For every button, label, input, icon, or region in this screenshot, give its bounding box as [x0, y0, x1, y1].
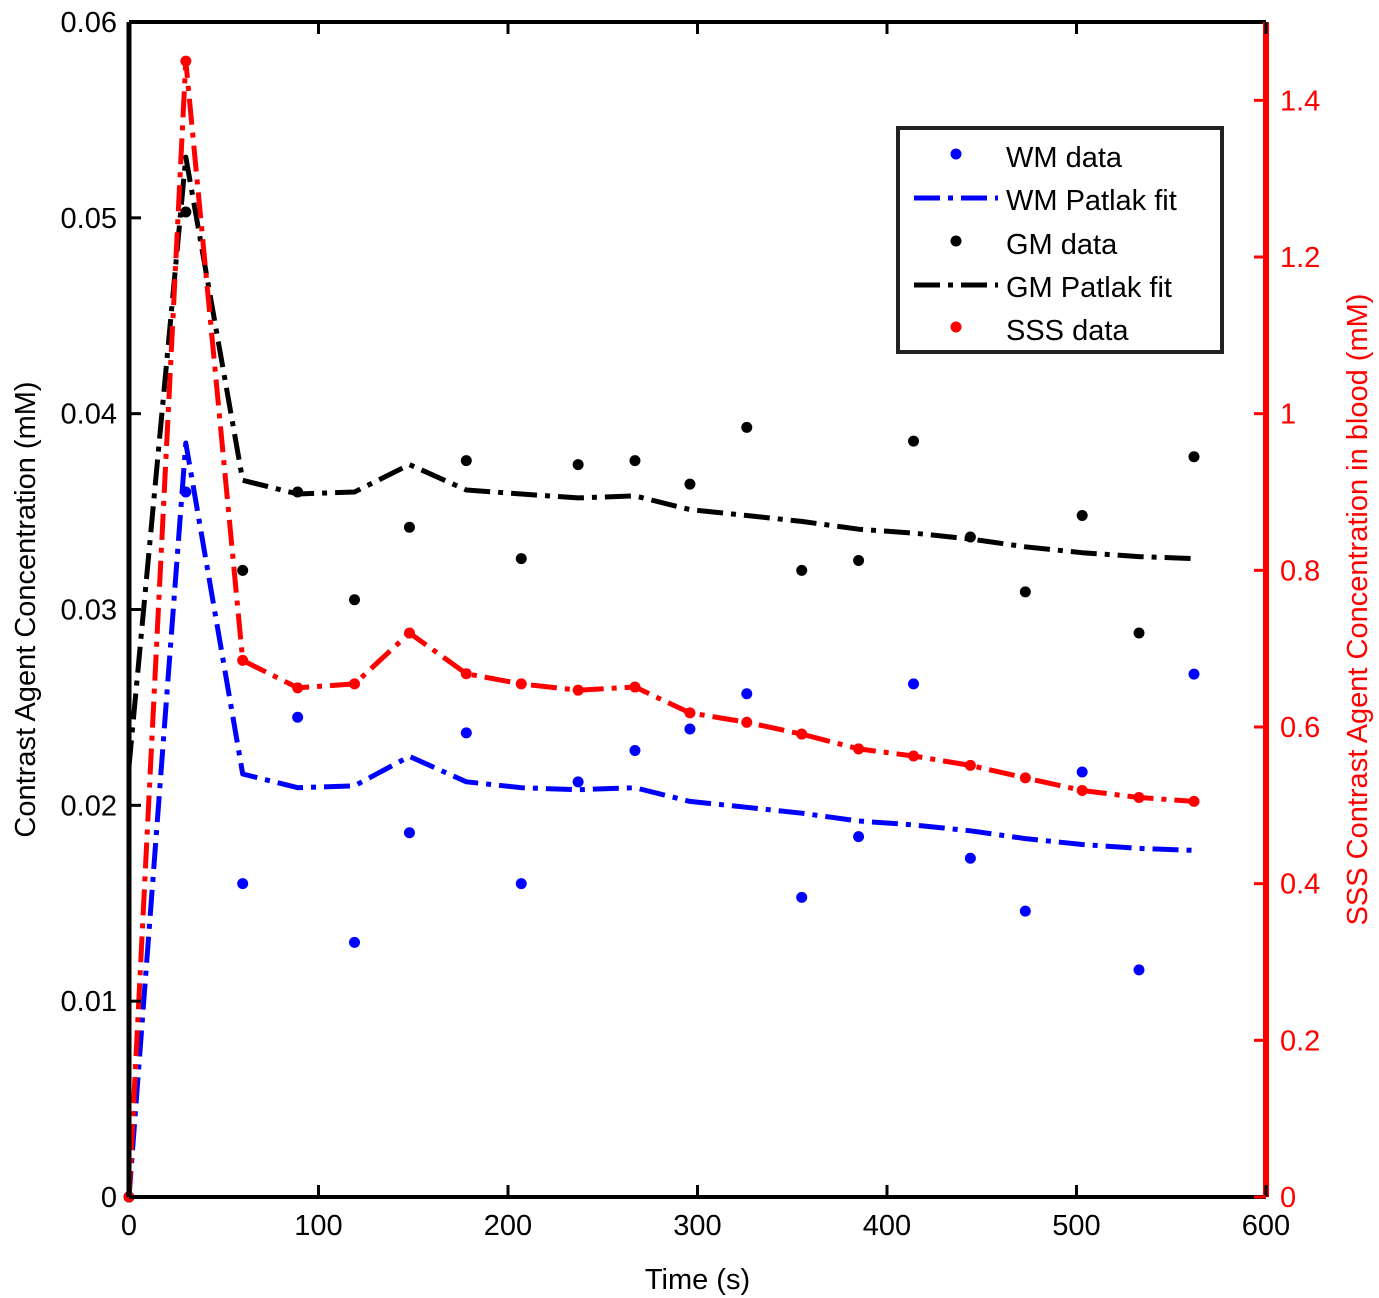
wm-data-point — [349, 936, 361, 948]
gm-data-point — [1188, 451, 1200, 463]
y-right-tick-label: 1.2 — [1280, 242, 1320, 274]
wm-data-point — [572, 776, 584, 788]
wm-data-point — [237, 878, 249, 890]
wm-data-point — [1076, 766, 1088, 778]
chart-marks — [123, 55, 1200, 1203]
gm-data-point — [908, 435, 920, 447]
legend-entry-gm-fit: GM Patlak fit — [1006, 272, 1172, 304]
sss-data-point — [349, 678, 361, 690]
y-left-tick-label: 0 — [101, 1182, 117, 1214]
sss-data-point — [292, 682, 304, 694]
gm-data-point — [1133, 627, 1145, 639]
y-right-tick-label: 0.4 — [1280, 869, 1320, 901]
gm-data-point — [292, 486, 304, 498]
sss-data-point — [1188, 795, 1200, 807]
wm-data-point — [180, 486, 192, 498]
sss-data-point — [964, 759, 976, 771]
sss-data-point — [741, 716, 753, 728]
y-left-tick-label: 0.02 — [61, 790, 117, 822]
y-right-tick-label: 0 — [1280, 1182, 1296, 1214]
wm-data-point — [1019, 905, 1031, 917]
y-right-tick-label: 1.4 — [1280, 85, 1320, 117]
y-left-tick-label: 0.05 — [61, 203, 117, 235]
gm-data-point — [629, 455, 641, 467]
gm-data-point — [684, 478, 696, 490]
x-tick-label: 100 — [294, 1210, 342, 1242]
gm-data-point — [349, 594, 361, 606]
wm-data-point — [796, 891, 808, 903]
tick-labels: 0 100 200 300 400 500 60000.010.020.030.040.05… — [61, 7, 1321, 1242]
y-left-tick-label: 0.04 — [61, 399, 117, 431]
legend-entry-gm-data: GM data — [1006, 229, 1118, 261]
gm-data-point — [237, 564, 249, 576]
sss-data-point — [853, 743, 865, 755]
gm-data-point — [460, 455, 472, 467]
gm-data-point — [796, 564, 808, 576]
y-left-tick-label: 0.03 — [61, 595, 117, 627]
wm-data-point — [629, 745, 641, 756]
wm-data-point — [853, 831, 865, 843]
sss-data-point — [515, 678, 527, 690]
wm-data-point — [1188, 668, 1200, 680]
x-tick-label: 200 — [484, 1210, 532, 1242]
legend-entry-sss-data: SSS data — [1006, 315, 1129, 347]
sss-data-point — [1019, 772, 1031, 784]
wm-patlak-fit-line — [126, 440, 1195, 1198]
wm-data-point — [684, 723, 696, 735]
legend-entry-wm-data: WM data — [1006, 142, 1123, 174]
legend: WM data WM Patlak fit GM data GM Patlak … — [896, 126, 1224, 354]
gm-data-point — [853, 555, 865, 567]
gm-data-point — [964, 531, 976, 543]
x-tick-label: 600 — [1242, 1210, 1290, 1242]
wm-data-point — [403, 827, 415, 839]
sss-data-line — [126, 58, 1195, 1198]
x-tick-label: 0 — [121, 1210, 137, 1242]
sss-data-point — [180, 55, 192, 67]
x-axis-label: Time (s) — [645, 1264, 750, 1296]
legend-swatch-sss-data — [950, 321, 962, 333]
wm-data-point — [460, 727, 472, 739]
sss-data-point — [908, 750, 920, 762]
y-left-tick-label: 0.06 — [61, 7, 117, 39]
wm-data-point — [515, 878, 527, 890]
x-tick-label: 400 — [863, 1210, 911, 1242]
wm-data-point — [741, 688, 753, 700]
y-right-tick-label: 0.8 — [1280, 555, 1320, 587]
sss-data-point — [237, 654, 249, 666]
axes-frame — [126, 20, 1269, 1199]
sss-data-point — [403, 627, 415, 639]
sss-data-point — [572, 684, 584, 696]
wm-data-point — [964, 852, 976, 864]
gm-patlak-fit-line — [126, 154, 1195, 767]
wm-data-point — [908, 678, 920, 690]
gm-data-point — [180, 206, 192, 218]
x-tick-label: 500 — [1052, 1210, 1100, 1242]
sss-data-point — [684, 707, 696, 719]
gm-data-point — [515, 553, 527, 565]
sss-data-point — [1133, 792, 1145, 803]
legend-swatch-gm-data — [950, 235, 962, 247]
gm-data-point — [572, 459, 584, 471]
y-left-tick-label: 0.01 — [61, 986, 117, 1018]
sss-data-point — [460, 668, 472, 680]
sss-data-point — [796, 728, 808, 740]
y-right-tick-label: 0.2 — [1280, 1025, 1320, 1057]
gm-data-point — [741, 421, 753, 433]
sss-data-point — [1076, 784, 1088, 796]
wm-data-point — [1133, 964, 1145, 976]
sss-data-point — [629, 681, 641, 693]
y-right-tick-label: 1 — [1280, 399, 1296, 431]
x-tick-label: 300 — [673, 1210, 721, 1242]
wm-data-point — [292, 711, 304, 723]
legend-swatch-wm-data — [950, 148, 962, 160]
gm-data-point — [1076, 510, 1088, 521]
y-right-tick-label: 0.6 — [1280, 712, 1320, 744]
legend-entry-wm-fit: WM Patlak fit — [1006, 185, 1177, 217]
y-axis-right-label: SSS Contrast Agent Concentration in bloo… — [1342, 294, 1374, 926]
gm-data-point — [403, 521, 415, 533]
gm-data-point — [1019, 586, 1031, 598]
y-axis-left-label: Contrast Agent Concentration (mM) — [10, 381, 42, 837]
